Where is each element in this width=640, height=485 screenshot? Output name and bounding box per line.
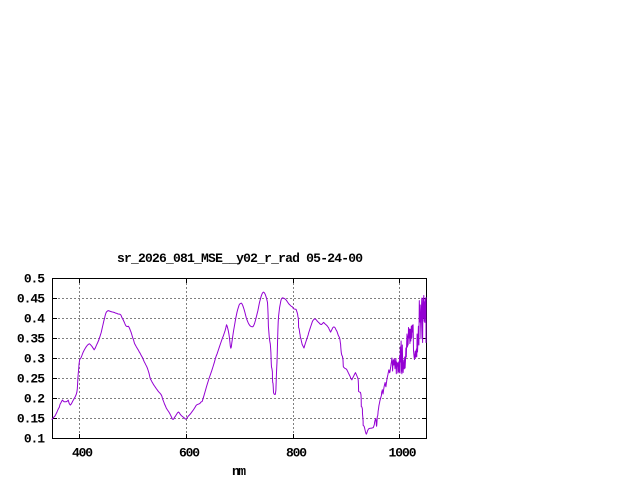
svg-text:0.25: 0.25 — [17, 372, 45, 387]
svg-text:0.45: 0.45 — [17, 292, 45, 307]
svg-text:600: 600 — [179, 446, 200, 461]
svg-text:0.2: 0.2 — [24, 392, 45, 407]
svg-text:800: 800 — [286, 446, 307, 461]
svg-text:0.4: 0.4 — [24, 312, 45, 327]
svg-text:0.15: 0.15 — [17, 412, 45, 427]
svg-text:nm: nm — [232, 464, 246, 479]
svg-text:0.5: 0.5 — [24, 272, 45, 287]
svg-text:0.35: 0.35 — [17, 332, 45, 347]
svg-text:1000: 1000 — [388, 446, 416, 461]
svg-text:0.3: 0.3 — [24, 352, 45, 367]
svg-text:0.1: 0.1 — [24, 432, 45, 447]
svg-text:sr_2026_081_MSE__y02_r_rad 05-: sr_2026_081_MSE__y02_r_rad 05-24-00 — [117, 251, 363, 266]
svg-text:400: 400 — [72, 446, 93, 461]
